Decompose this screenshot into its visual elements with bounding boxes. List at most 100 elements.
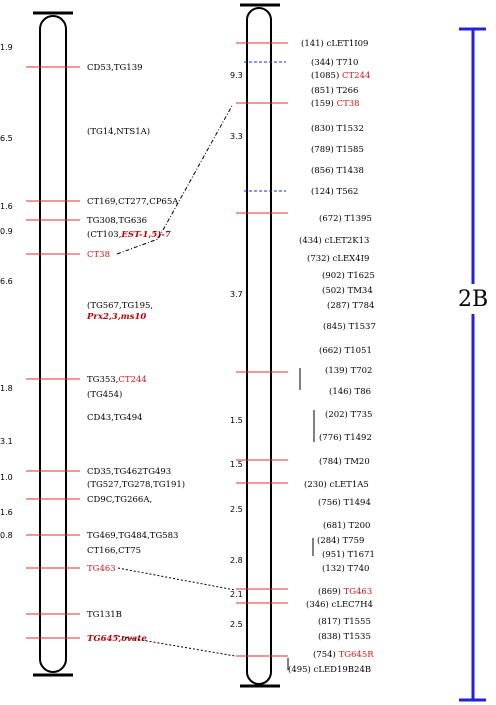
left-marker-label: CT169,CT277,CP65A	[87, 197, 179, 207]
marker-name-segment: Prx2,3,ms10	[86, 312, 146, 322]
marker-name-segment: (CT103,	[87, 229, 121, 240]
right-marker-label: (845) T1537	[323, 321, 376, 332]
right-distance-label: 2.5	[230, 505, 243, 514]
marker-name-segment: (951) T1671	[322, 549, 375, 560]
right-marker-label: (344) T710	[311, 57, 358, 68]
marker-name-segment: EST-1,5)-7	[120, 229, 170, 240]
left-marker-label: TG463	[87, 564, 116, 574]
marker-name-segment: (869)	[318, 586, 344, 597]
right-marker-label: (346) cLEC7H4	[306, 599, 373, 610]
right-marker-label: (732) cLEX4I9	[307, 253, 369, 264]
marker-name-segment: (344) T710	[311, 57, 358, 68]
right-marker-label: (902) T1625	[322, 270, 375, 281]
marker-name-segment: (230) cLET1A5	[304, 479, 369, 490]
chromosome-label: 2B	[458, 287, 488, 312]
marker-name-segment: (756) T1494	[318, 497, 371, 508]
marker-name-segment: (146) T86	[329, 386, 371, 397]
bracket-label-bg	[455, 284, 491, 314]
left-chromosome: 1.9 6.5 1.6 0.9 6.6 1.8 3.1 1.0 1.6 0.8 CD53,TG13…	[0, 11, 185, 677]
left-distance-label: 3.1	[0, 437, 13, 446]
marker-name-segment: (856) T1438	[311, 165, 364, 176]
connector-lines	[116, 103, 236, 657]
marker-name-segment: TG353,	[87, 375, 118, 385]
right-marker-label: (776) T1492	[319, 432, 372, 443]
left-distance-label: 1.0	[0, 473, 13, 482]
left-distance-label: 1.6	[0, 508, 13, 517]
right-marker-label: (287) T784	[327, 300, 374, 311]
marker-name-segment: (672) T1395	[319, 213, 372, 224]
left-distance-label: 1.8	[0, 384, 13, 393]
marker-name-segment: (TG567,TG195,	[87, 300, 153, 311]
marker-name-segment: TG645R	[339, 650, 375, 660]
left-distance-label: 0.9	[0, 227, 13, 236]
left-chromosome-body	[39, 15, 67, 673]
marker-name-segment: (776) T1492	[319, 432, 372, 443]
marker-name-segment: CT169,CT277,CP65A	[87, 197, 179, 207]
right-distance-label: 3.7	[230, 290, 243, 299]
right-marker-label: (789) T1585	[311, 144, 364, 155]
right-marker-label: (502) TM34	[322, 285, 373, 296]
marker-name-segment: (TG527,TG278,TG191)	[87, 479, 185, 490]
marker-name-segment: (902) T1625	[322, 270, 375, 281]
marker-name-segment: TG131B	[87, 610, 122, 620]
right-marker-label: (124) T562	[311, 186, 358, 197]
right-marker-label: (838) T1535	[318, 631, 371, 642]
marker-name-segment: TG463	[87, 564, 116, 574]
marker-name-segment: (159)	[311, 98, 337, 109]
right-chromosome-body	[246, 7, 272, 685]
right-marker-label: (754) TG645R	[313, 649, 374, 660]
left-marker-label: Prx2,3,ms10	[86, 312, 146, 322]
marker-name-segment: (124) T562	[311, 186, 358, 197]
left-marker-label: (TG527,TG278,TG191)	[87, 479, 185, 490]
right-marker-label: (851) T266	[311, 85, 358, 96]
marker-name-segment: CT38	[337, 99, 360, 109]
left-marker-label: TG131B	[87, 610, 122, 620]
marker-name-segment: (784) TM20	[319, 456, 370, 467]
marker-name-segment: (732) cLEX4I9	[307, 253, 369, 264]
right-marker-label: (1085) CT244	[311, 70, 370, 81]
left-distance-label: 1.9	[0, 43, 13, 52]
right-chromosome: 9.3 3.3 3.7 1.5 1.5 2.5 2.8 2.1 2.5 (141) cLET1I…	[230, 3, 376, 688]
left-marker-label: CT166,CT75	[87, 546, 141, 556]
marker-name-segment: CD43,TG494	[87, 413, 143, 423]
marker-name-segment: (139) T702	[325, 365, 372, 376]
right-marker-label: (230) cLET1A5	[304, 479, 369, 490]
left-marker-label: TG353,CT244	[87, 375, 147, 385]
right-distance-label: 2.1	[230, 590, 243, 599]
left-marker-label: CD35,TG462TG493	[87, 467, 171, 477]
left-marker-label: TG308,TG636	[87, 216, 147, 226]
right-marker-label: (869) TG463	[318, 586, 372, 597]
marker-name-segment: (346) cLEC7H4	[306, 599, 373, 610]
marker-name-segment: CD9C,TG266A,	[87, 495, 152, 505]
marker-name-segment: (851) T266	[311, 85, 358, 96]
left-marker-label: TG645,ovate	[87, 634, 147, 644]
left-marker-label: CD43,TG494	[87, 413, 143, 423]
right-marker-label: (672) T1395	[319, 213, 372, 224]
left-marker-label: CD9C,TG266A,	[87, 495, 152, 505]
marker-name-segment: CT166,CT75	[87, 546, 141, 556]
marker-name-segment: TG308,TG636	[87, 216, 147, 226]
left-marker-label: CT38	[87, 250, 110, 260]
marker-name-segment: (681) T200	[323, 520, 370, 531]
connector-tg645	[117, 635, 236, 657]
right-marker-label: (495) cLED19B24B	[288, 664, 371, 675]
right-marker-label: (951) T1671	[322, 549, 375, 560]
left-marker-label: (CT103,EST-1,5)-7	[87, 229, 171, 240]
right-distance-label: 9.3	[230, 71, 243, 80]
marker-name-segment: (838) T1535	[318, 631, 371, 642]
right-marker-label: (662) T1051	[319, 345, 372, 356]
right-marker-label: (132) T740	[322, 563, 369, 574]
marker-name-segment: (141) cLET1I09	[301, 38, 368, 49]
left-distance-label: 6.5	[0, 134, 13, 143]
right-marker-labels: (141) cLET1I09 (344) T710 (1085) CT244 (851…	[288, 38, 376, 675]
right-distance-label: 1.5	[230, 460, 243, 469]
marker-name-segment: CT244	[342, 71, 370, 81]
marker-name-segment: CD53,TG139	[87, 63, 143, 73]
connector-ct38	[116, 103, 234, 255]
right-marker-label: (146) T86	[329, 386, 371, 397]
left-distance-label: 1.6	[0, 202, 13, 211]
right-marker-label: (784) TM20	[319, 456, 370, 467]
chromosome-2b-bracket: 2B	[455, 27, 491, 702]
left-marker-ticks	[26, 66, 80, 639]
marker-name-segment: (284) T759	[317, 535, 364, 546]
